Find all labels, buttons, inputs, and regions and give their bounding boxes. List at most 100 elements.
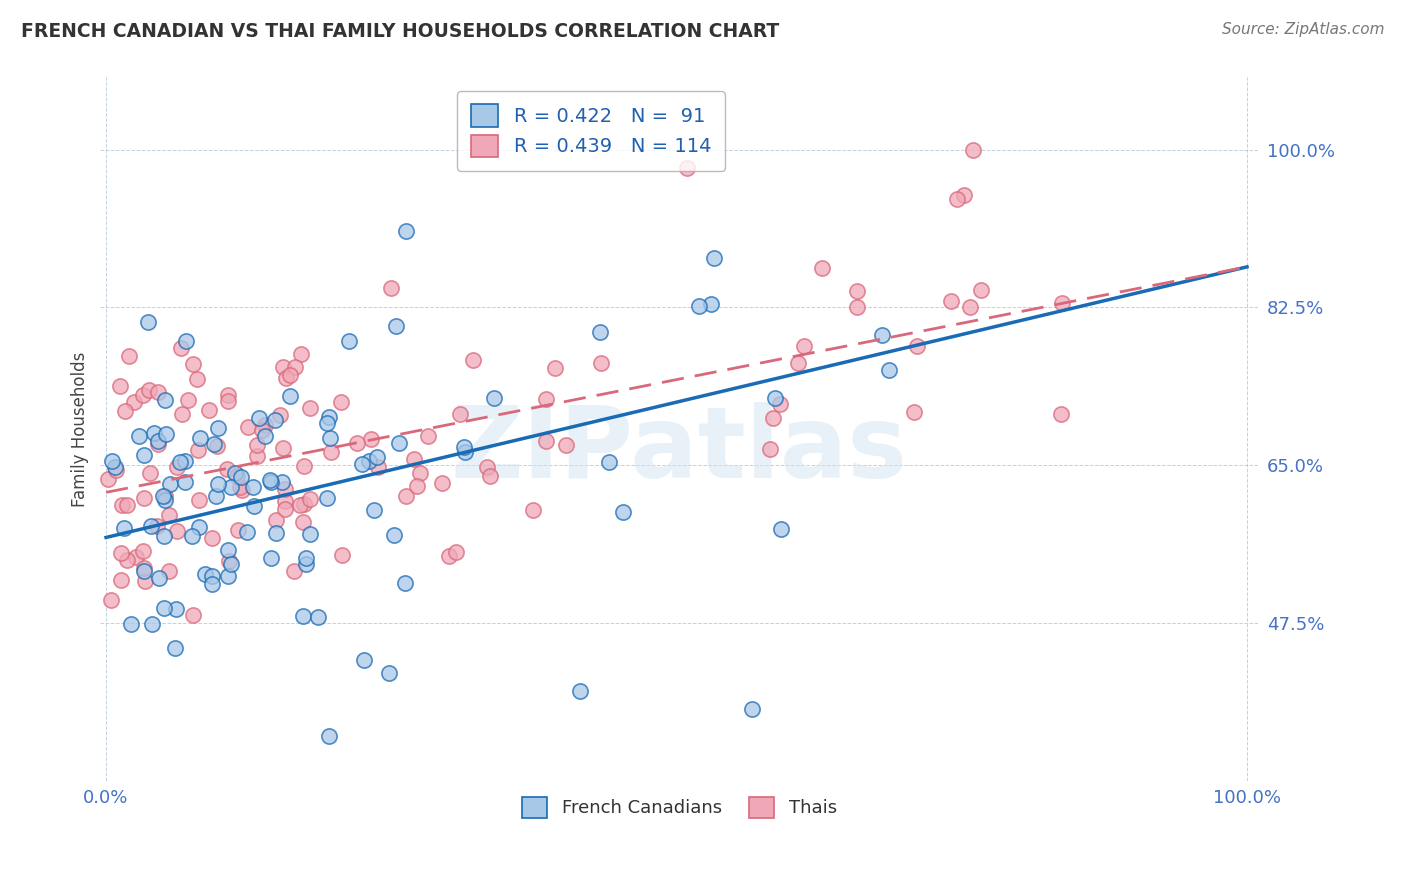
Point bbox=[688, 299, 710, 313]
Point bbox=[169, 455, 191, 469]
Point bbox=[259, 473, 281, 487]
Point bbox=[276, 370, 298, 384]
Point bbox=[278, 389, 301, 403]
Point bbox=[186, 371, 208, 385]
Point bbox=[217, 462, 239, 476]
Point bbox=[270, 475, 292, 489]
Point bbox=[273, 360, 295, 375]
Point bbox=[269, 408, 291, 422]
Point bbox=[146, 384, 169, 399]
Point bbox=[318, 431, 340, 445]
Point bbox=[157, 508, 180, 523]
Point bbox=[405, 479, 427, 493]
Text: ZIPatlas: ZIPatlas bbox=[451, 401, 908, 499]
Point bbox=[353, 653, 375, 667]
Point bbox=[589, 325, 612, 339]
Point bbox=[316, 491, 339, 505]
Point bbox=[1049, 407, 1071, 421]
Point bbox=[332, 548, 354, 562]
Point bbox=[183, 607, 205, 622]
Point bbox=[430, 476, 453, 491]
Point bbox=[128, 429, 150, 443]
Point bbox=[418, 429, 440, 443]
Point bbox=[235, 524, 257, 539]
Point bbox=[810, 260, 832, 275]
Point bbox=[378, 665, 401, 680]
Point bbox=[221, 480, 243, 494]
Point bbox=[188, 431, 211, 445]
Point bbox=[409, 466, 432, 480]
Point bbox=[231, 470, 253, 484]
Point bbox=[153, 529, 176, 543]
Point bbox=[138, 466, 160, 480]
Point bbox=[544, 360, 567, 375]
Point bbox=[292, 609, 315, 624]
Point bbox=[217, 543, 239, 558]
Point bbox=[141, 519, 163, 533]
Point bbox=[100, 454, 122, 468]
Point bbox=[148, 571, 170, 585]
Point bbox=[946, 192, 969, 206]
Point bbox=[903, 405, 925, 419]
Point bbox=[174, 334, 197, 348]
Point bbox=[534, 392, 557, 406]
Point bbox=[246, 450, 269, 464]
Point bbox=[132, 544, 155, 558]
Point bbox=[280, 368, 302, 382]
Point bbox=[174, 475, 197, 489]
Point bbox=[449, 407, 471, 421]
Point bbox=[437, 549, 460, 564]
Point bbox=[138, 383, 160, 397]
Point bbox=[243, 500, 266, 514]
Point bbox=[298, 527, 321, 541]
Point bbox=[194, 566, 217, 581]
Point bbox=[612, 505, 634, 519]
Point bbox=[271, 441, 294, 455]
Point bbox=[357, 453, 380, 467]
Point bbox=[111, 498, 134, 512]
Point bbox=[337, 334, 360, 348]
Point bbox=[166, 524, 188, 538]
Point bbox=[475, 460, 498, 475]
Point bbox=[174, 454, 197, 468]
Point bbox=[97, 472, 120, 486]
Point bbox=[941, 294, 963, 309]
Point bbox=[260, 475, 283, 490]
Point bbox=[568, 683, 591, 698]
Point bbox=[295, 558, 318, 572]
Point bbox=[155, 492, 177, 507]
Point bbox=[226, 468, 249, 483]
Point bbox=[115, 553, 138, 567]
Point bbox=[110, 378, 132, 392]
Point bbox=[100, 593, 122, 607]
Point bbox=[170, 341, 193, 355]
Point bbox=[188, 493, 211, 508]
Point bbox=[288, 499, 311, 513]
Point bbox=[141, 617, 163, 632]
Point bbox=[444, 545, 467, 559]
Point bbox=[155, 490, 177, 504]
Point bbox=[198, 402, 221, 417]
Point bbox=[143, 425, 166, 440]
Point bbox=[769, 397, 792, 411]
Text: Source: ZipAtlas.com: Source: ZipAtlas.com bbox=[1222, 22, 1385, 37]
Point bbox=[454, 445, 477, 459]
Point bbox=[146, 519, 169, 533]
Point bbox=[207, 477, 229, 491]
Point bbox=[388, 436, 411, 450]
Point bbox=[284, 359, 307, 374]
Point bbox=[870, 327, 893, 342]
Point bbox=[260, 551, 283, 566]
Point bbox=[236, 419, 259, 434]
Point bbox=[962, 143, 984, 157]
Point bbox=[299, 401, 322, 416]
Point bbox=[318, 410, 340, 425]
Point bbox=[589, 356, 612, 370]
Point bbox=[877, 362, 900, 376]
Point bbox=[152, 490, 174, 504]
Point bbox=[273, 502, 295, 516]
Point bbox=[264, 525, 287, 540]
Point bbox=[201, 531, 224, 545]
Point bbox=[845, 284, 868, 298]
Point bbox=[700, 297, 723, 311]
